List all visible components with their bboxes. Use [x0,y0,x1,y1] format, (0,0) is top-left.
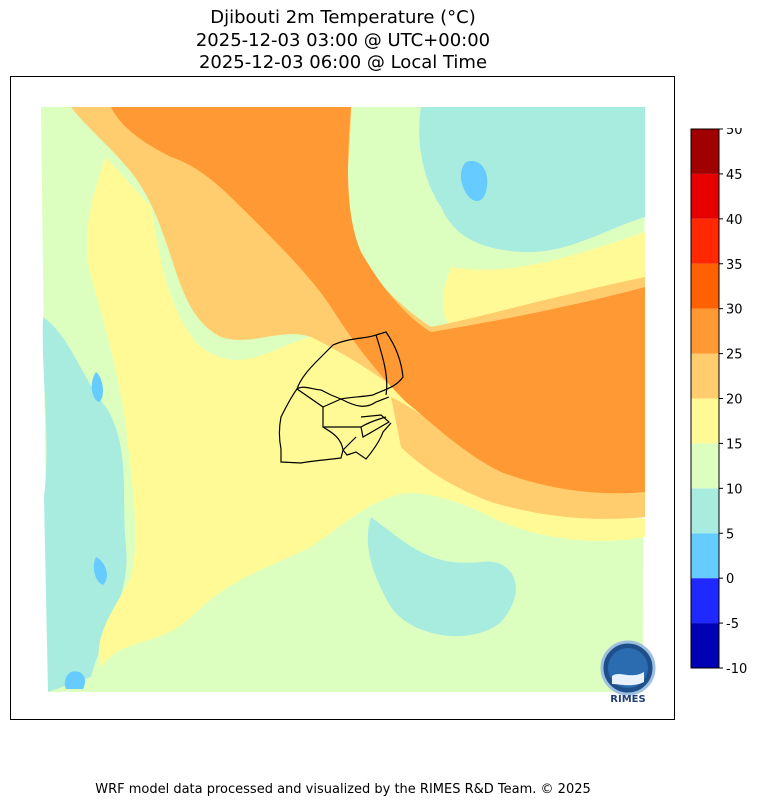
colorbar-segment [691,308,719,354]
field-0-5-patch [460,161,488,202]
colorbar-segment [691,623,719,668]
colorbar-tick-label: 40 [726,213,743,228]
field-5-10-west [42,317,127,692]
colorbar-segment [691,129,719,174]
colorbar-tick-label: 50 [726,128,743,138]
colorbar-segment [691,578,719,624]
colorbar-tick-label: -5 [726,617,739,632]
field-25-30 [111,107,645,494]
colorbar-tick-label: 5 [726,527,734,542]
colorbar-segment [691,533,719,579]
colorbar: -10 -5 0 5 10 15 20 25 30 35 40 45 50 [690,128,747,673]
colorbar-tick-label: 35 [726,258,743,273]
colorbar-tick-label: -10 [726,662,747,673]
colorbar-segment [691,398,719,444]
colorbar-tick-label: 20 [726,393,743,408]
field-15-20-east [442,232,645,338]
field-5-10-south [367,517,516,637]
logo-text: RIMES [610,694,645,704]
temperature-map [41,107,646,692]
colorbar-tick-label: 10 [726,482,743,497]
country-border [278,331,404,464]
field-0-5-patch [91,372,103,402]
field-0-5-patch [64,671,86,689]
colorbar-segment [691,443,719,489]
field-5-10-northeast [419,107,645,252]
chart-subtitle-local: 2025-12-03 06:00 @ Local Time [198,52,488,73]
colorbar-segment [691,353,719,399]
chart-subtitle-utc: 2025-12-03 03:00 @ UTC+00:00 [195,30,491,51]
colorbar-segment [691,263,719,309]
colorbar-tick-label: 25 [726,348,743,363]
colorbar-tick-label: 0 [726,572,734,587]
colorbar-tick-label: 45 [726,168,743,183]
rimes-logo-icon: RIMES [600,640,656,704]
chart-title: Djibouti 2m Temperature (°C) [210,7,476,28]
colorbar-segment [691,488,719,534]
field-15-20 [86,157,646,667]
colorbar-tick-label: 30 [726,303,743,318]
colorbar-segment [691,218,719,264]
footer-credit: WRF model data processed and visualized … [95,782,591,797]
colorbar-segment [691,173,719,219]
colorbar-tick-label: 15 [726,437,743,452]
field-0-5-patch [93,557,107,585]
map-panel [10,76,675,720]
